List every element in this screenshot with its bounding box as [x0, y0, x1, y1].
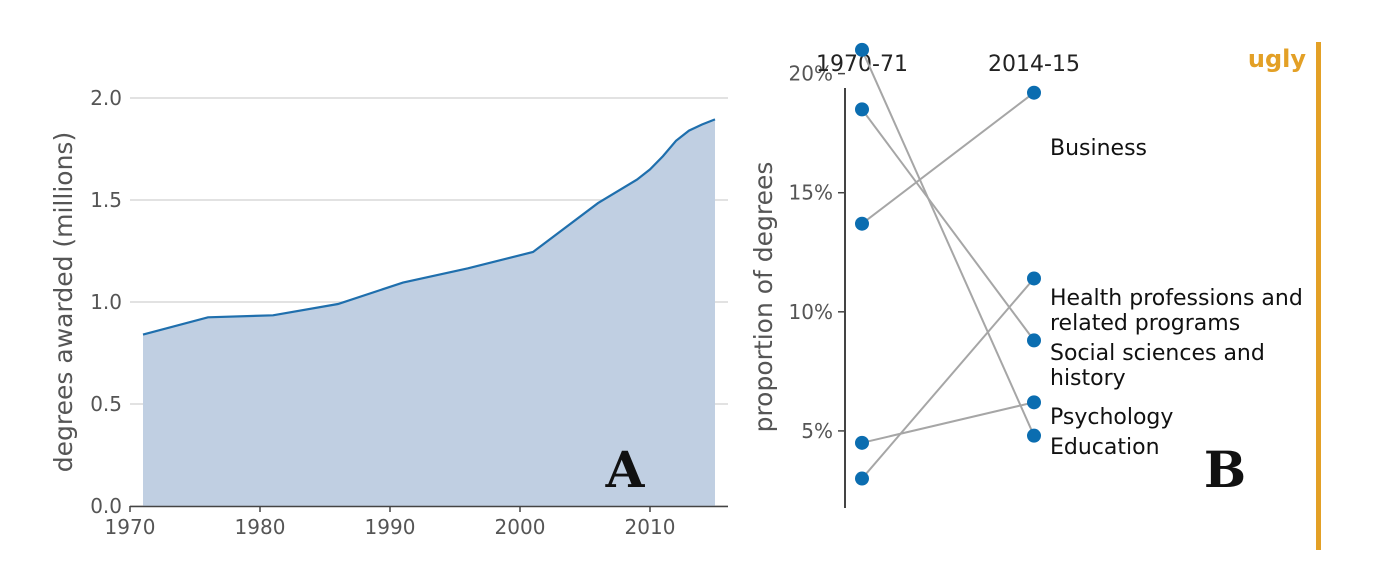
slope-line [861, 91, 1035, 225]
category-label: Education [1050, 435, 1160, 460]
ugly-bar [1316, 42, 1321, 550]
category-label: Health professions and [1050, 286, 1303, 311]
slope-lines [861, 49, 1035, 480]
point-1970-71 [855, 435, 869, 450]
slope-line [861, 49, 1035, 437]
category-label: related programs [1050, 311, 1240, 336]
y-tick-label: 15% [789, 181, 833, 205]
category-label: history [1050, 366, 1126, 391]
slope-line [861, 277, 1035, 480]
slope-line [861, 401, 1035, 444]
y-tick-label: 2.0 [90, 86, 122, 110]
column-header-right: 2014-15 [988, 52, 1080, 77]
point-2014-15 [1027, 395, 1041, 410]
point-1970-71 [855, 102, 869, 117]
x-tick-label: 1970 [105, 515, 156, 539]
point-2014-15 [1027, 333, 1041, 348]
x-tick-label: 1990 [365, 515, 416, 539]
slope-points [855, 42, 1041, 486]
x-tick-label: 2000 [495, 515, 546, 539]
slopegraph-panel: 5%10%15%20% proportion of degrees 1970-7… [749, 42, 1303, 508]
y-axis-ticks: 0.0 0.5 1.0 1.5 2.0 [90, 86, 122, 518]
panel-letter-b: B [1204, 440, 1246, 499]
y-tick-label: 0.0 [90, 494, 122, 518]
y-axis-title: proportion of degrees [749, 162, 778, 433]
area-chart-panel: 1970 1980 1990 2000 2010 0.0 0.5 1.0 1.5 2.0 deg… [49, 86, 728, 539]
x-axis-ticks: 1970 1980 1990 2000 2010 [105, 506, 676, 539]
ugly-label: ugly [1248, 45, 1306, 73]
point-2014-15 [1027, 271, 1041, 286]
y-tick-label: 0.5 [90, 392, 122, 416]
y-tick-label: 5% [801, 419, 833, 443]
slope-line [861, 108, 1035, 341]
x-tick-label: 1980 [235, 515, 286, 539]
y-tick-label: 1.0 [90, 290, 122, 314]
point-1970-71 [855, 42, 869, 57]
ugly-badge: ugly [1248, 42, 1321, 550]
y-axis-title: degrees awarded (millions) [49, 132, 78, 472]
category-label: Social sciences and [1050, 341, 1265, 366]
y-tick-label: 1.5 [90, 188, 122, 212]
y-tick-label: 20% [789, 62, 833, 86]
y-axis-ticks: 5% 10% 15% 20% [789, 62, 845, 443]
x-tick-label: 2010 [625, 515, 676, 539]
area-outline-line [142, 118, 716, 336]
point-1970-71 [855, 471, 869, 486]
area-fill [143, 119, 715, 507]
category-label: Psychology [1050, 405, 1173, 430]
y-tick-label: 10% [789, 300, 833, 324]
category-label: Business [1050, 136, 1147, 161]
point-1970-71 [855, 216, 869, 231]
panel-letter-a: A [605, 440, 646, 499]
point-2014-15 [1027, 85, 1041, 100]
point-2014-15 [1027, 428, 1041, 443]
